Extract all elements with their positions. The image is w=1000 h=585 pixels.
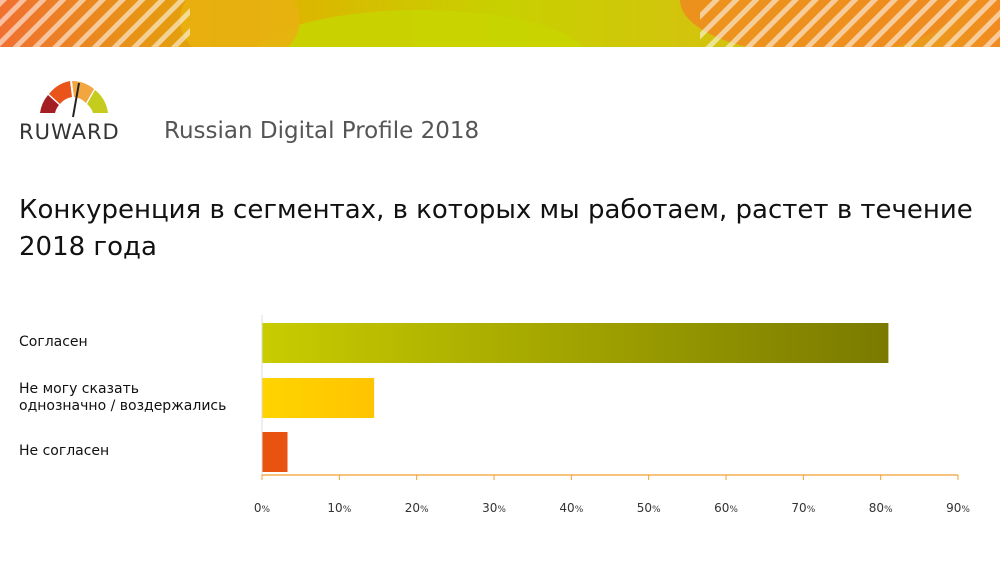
header-banner	[0, 0, 1000, 47]
category-label-neutral: Не могу сказать однозначно / воздержалис…	[19, 381, 227, 414]
x-tick-label: 70%	[791, 501, 815, 515]
category-label-disagree: Не согласен	[19, 443, 110, 459]
x-axis: 0% 10% 20% 30% 40% 50% 60% 70% 80% 90%	[254, 315, 970, 515]
x-tick-label: 10%	[327, 501, 351, 515]
report-subtitle: Russian Digital Profile 2018	[164, 118, 480, 144]
chart-title: Конкуренция в сегментах, в которых мы ра…	[19, 195, 973, 262]
ruward-logo	[40, 81, 108, 118]
x-tick-label: 90%	[946, 501, 970, 515]
bar-disagree	[262, 432, 288, 472]
x-tick-label: 60%	[714, 501, 738, 515]
brand-name: RUWARD	[19, 120, 120, 144]
x-tick-label: 20%	[405, 501, 429, 515]
x-tick-label: 0%	[254, 501, 271, 515]
x-tick-label: 30%	[482, 501, 506, 515]
bar-neutral	[262, 378, 375, 418]
bars-group	[262, 323, 889, 472]
x-tick-label: 50%	[637, 501, 661, 515]
x-tick-label: 40%	[559, 501, 583, 515]
x-tick-label: 80%	[869, 501, 893, 515]
category-label-agree: Согласен	[19, 334, 88, 350]
bar-agree	[262, 323, 889, 363]
